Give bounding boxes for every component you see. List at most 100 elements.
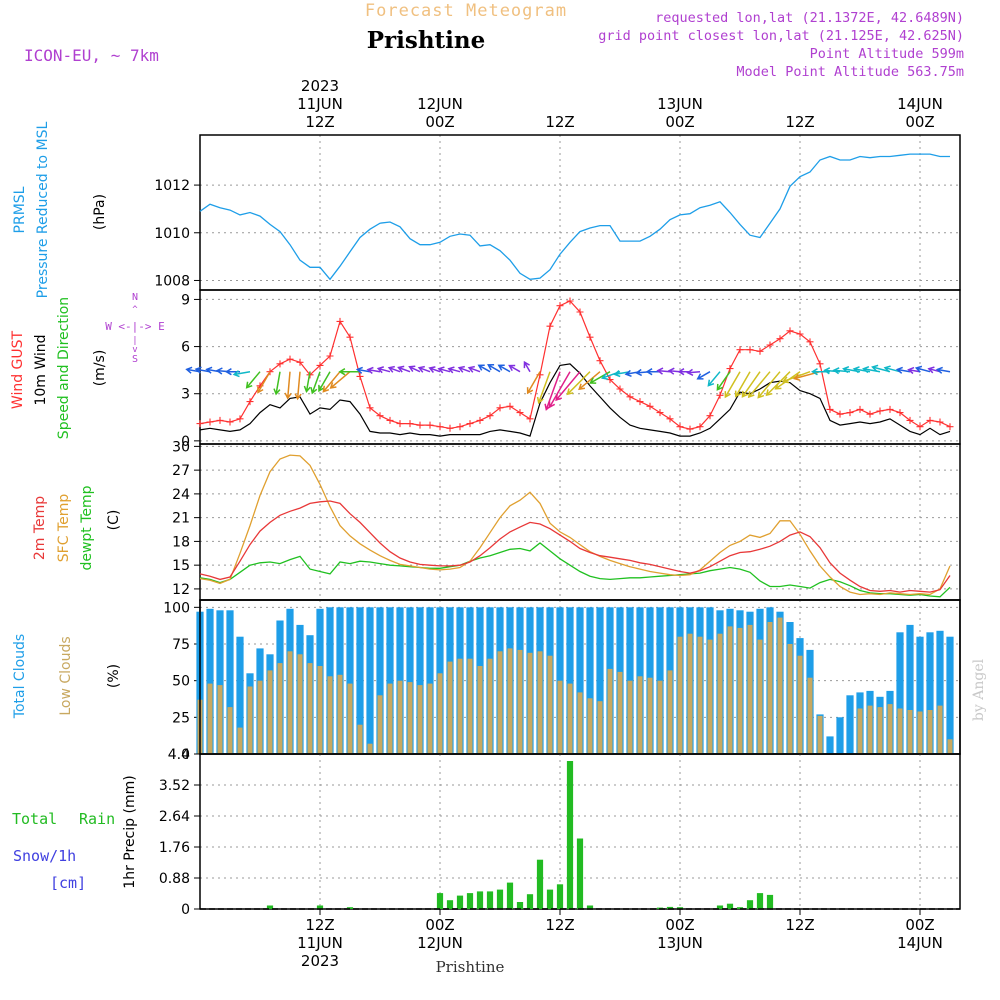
total-cloud-bar — [346, 607, 354, 754]
gust-marker — [806, 338, 814, 346]
low-cloud-bar — [567, 683, 573, 754]
gust-marker — [376, 412, 384, 420]
wind-direction-arrow — [696, 371, 711, 380]
rain-bar — [726, 903, 734, 909]
low-cloud-bar — [617, 671, 623, 754]
low-cloud-bar — [777, 617, 783, 754]
gust-marker — [566, 297, 574, 305]
wind-direction-arrow — [194, 366, 211, 374]
gust-marker — [766, 341, 774, 349]
low-cloud-bar — [207, 683, 213, 754]
bottom-axis-label: 00Z — [665, 916, 694, 934]
wind-direction-arrow — [907, 366, 921, 375]
rain-bar — [666, 906, 674, 909]
low-cloud-bar — [397, 680, 403, 754]
total-clouds-label: Total Clouds — [12, 634, 28, 719]
wind-unit: (m/s) — [92, 350, 108, 387]
gust-marker — [626, 393, 634, 401]
wind-direction-arrow — [895, 366, 911, 374]
wind-panel: 0 3 6 9 — [181, 289, 961, 450]
gust-marker — [616, 385, 624, 393]
wind-direction-arrow — [716, 371, 731, 391]
total-cloud-bar — [626, 607, 634, 754]
gust-marker — [716, 391, 724, 399]
y-tick-label: 24 — [172, 487, 190, 503]
rain-bar — [746, 900, 754, 909]
total-cloud-bar — [556, 607, 564, 754]
wind-direction-arrow — [273, 371, 281, 396]
total-cloud-bar — [356, 607, 364, 754]
wind-direction-arrow — [487, 364, 501, 373]
total-cloud-bar — [206, 608, 214, 754]
low-cloud-bar — [527, 652, 533, 754]
y-tick-label: 0.88 — [159, 871, 190, 887]
sfc-temp-line — [199, 454, 951, 596]
t2m-label: 2m Temp — [32, 496, 48, 560]
y-tick-label: 9 — [181, 292, 190, 308]
gust-label: Wind GUST — [10, 330, 26, 409]
gust-marker — [756, 347, 764, 355]
top-axis-label: 00Z — [665, 113, 694, 131]
low-cloud-bar — [467, 658, 473, 754]
gust-marker — [576, 308, 584, 316]
gust-marker — [926, 416, 934, 424]
y-tick-label: 30 — [172, 439, 190, 455]
low-cloud-bar — [747, 624, 753, 754]
tsfc-label: SFC Temp — [56, 494, 72, 563]
compass-s: S — [132, 354, 138, 365]
total-cloud-bar — [826, 736, 834, 754]
low-cloud-bar — [647, 677, 653, 754]
compass-n: N — [132, 292, 138, 303]
gust-marker — [446, 424, 454, 432]
wind-direction-arrow — [508, 364, 521, 373]
total-cloud-bar — [366, 607, 374, 754]
low-cloud-bar — [277, 663, 283, 754]
y-tick-label: 12 — [172, 582, 190, 598]
rain-bar — [316, 905, 324, 909]
wind-direction-arrow — [871, 364, 891, 373]
gust-marker — [916, 423, 924, 431]
low-cloud-bar — [687, 633, 693, 754]
bottom-axis-label: 13JUN — [657, 934, 703, 952]
wind-direction-arrow — [338, 368, 360, 376]
gust-marker — [336, 317, 344, 325]
wind-direction-arrow — [823, 367, 841, 375]
top-axis-label: 2023 — [301, 77, 339, 95]
wind-direction-arrow — [428, 366, 441, 373]
wind-direction-arrow — [914, 365, 931, 373]
y-tick-label: 27 — [172, 463, 190, 479]
gust-marker — [506, 402, 514, 410]
gust-marker — [586, 333, 594, 341]
total-cloud-bar — [656, 607, 664, 754]
wind-direction-arrow — [765, 371, 791, 397]
low-cloud-bar — [497, 651, 503, 754]
product-title: Forecast Meteogram — [365, 1, 567, 21]
gust-marker — [876, 407, 884, 415]
compass-ns-down: v — [132, 345, 137, 355]
snow-unit-label: [cm] — [50, 874, 86, 892]
total-cloud-bar — [586, 607, 594, 754]
wind-direction-arrow — [862, 366, 881, 374]
gust-marker — [596, 357, 604, 365]
low-cloud-bar — [587, 698, 593, 754]
gust-marker — [816, 360, 824, 368]
low-cloud-bar — [337, 674, 343, 754]
bottom-axis-label: 12Z — [545, 916, 574, 934]
wind-direction-arrow — [417, 365, 431, 373]
watermark: by Angel — [971, 658, 987, 721]
gust-marker — [316, 361, 324, 369]
low-cloud-bar — [267, 670, 273, 754]
gust-marker — [296, 358, 304, 366]
wind-direction-arrow — [284, 371, 292, 400]
low-cloud-bar — [237, 727, 243, 754]
total-cloud-bar — [836, 717, 844, 754]
low-cloud-bar — [817, 715, 823, 754]
prmsl-label: PRMSL — [12, 186, 28, 233]
low-cloud-bar — [697, 636, 703, 754]
gust-marker — [636, 398, 644, 406]
cloud-labels: Total Clouds Low Clouds (%) — [12, 634, 122, 719]
low-cloud-bar — [427, 683, 433, 754]
low-cloud-bar — [787, 644, 793, 754]
wind-direction-arrow — [578, 371, 601, 391]
